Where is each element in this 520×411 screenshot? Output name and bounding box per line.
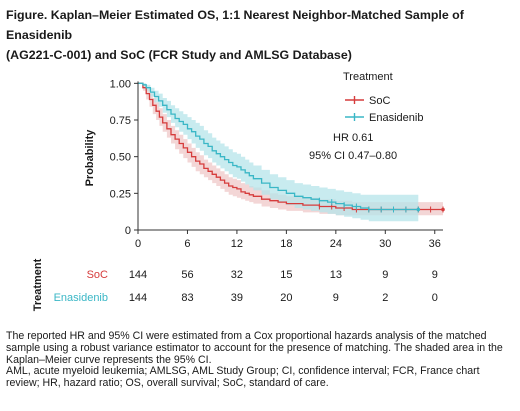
y-tick-label: 0.50: [110, 152, 131, 164]
figure-title-line-2: (AG221-C-001) and SoC (FCR Study and AML…: [6, 48, 352, 62]
km-chart: 0 0.25 0.50 0.75 1.00 0 6 12 18 24 30 36 Probabilit…: [32, 71, 445, 311]
risk-count-enasidenib: 83: [181, 292, 193, 304]
chart-axes: 0 0.25 0.50 0.75 1.00 0 6 12 18 24 30 36: [110, 78, 443, 250]
legend-title: Treatment: [343, 71, 393, 83]
km-curve-soc: [138, 82, 443, 211]
legend-label-enasidenib: Enasidenib: [369, 112, 423, 124]
risk-count-soc: 56: [181, 269, 193, 281]
ci-annotation: 95% CI 0.47–0.80: [309, 150, 397, 162]
confidence-bands: [138, 83, 443, 222]
risk-count-soc: 15: [280, 269, 292, 281]
risk-count-enasidenib: 20: [280, 292, 292, 304]
risk-table-title: Treatment: [32, 258, 44, 311]
risk-count-enasidenib: 9: [333, 292, 339, 304]
risk-count-soc: 13: [330, 269, 342, 281]
footnote-methods: The reported HR and 95% CI were estimate…: [6, 330, 503, 366]
risk-count-soc: 9: [432, 269, 438, 281]
x-tick-label: 36: [429, 238, 441, 250]
y-tick-label: 0: [125, 225, 131, 237]
risk-label-enasidenib: Enasidenib: [54, 292, 108, 304]
ci-band-soc: [138, 83, 443, 216]
y-axis-label: Probability: [84, 129, 96, 187]
y-tick-label: 0.75: [110, 115, 131, 127]
x-tick-label: 0: [135, 238, 141, 250]
curve-end-marker-soc: [441, 207, 445, 212]
x-tick-label: 30: [379, 238, 391, 250]
risk-count-soc: 32: [231, 269, 243, 281]
survival-curves: [138, 82, 445, 213]
risk-count-soc: 9: [382, 269, 388, 281]
figure-footnote: The reported HR and 95% CI were estimate…: [6, 330, 514, 390]
risk-count-enasidenib: 2: [382, 292, 388, 304]
km-curve-enasidenib: [138, 82, 419, 211]
x-tick-label: 12: [231, 238, 243, 250]
chart-legend: Treatment SoC Enasidenib: [343, 71, 423, 124]
x-tick-label: 24: [330, 238, 342, 250]
figure-title-line-1: Figure. Kaplan–Meier Estimated OS, 1:1 N…: [6, 8, 464, 42]
figure-title: Figure. Kaplan–Meier Estimated OS, 1:1 N…: [6, 5, 511, 65]
risk-count-enasidenib: 39: [231, 292, 243, 304]
risk-table: Treatment SoC Enasidenib 144 56 32 15 13 9 9 14…: [32, 258, 438, 311]
x-tick-label: 6: [184, 238, 190, 250]
x-tick-label: 18: [280, 238, 292, 250]
curve-end-marker-enasidenib: [416, 207, 421, 212]
y-tick-label: 1.00: [110, 78, 131, 90]
risk-count-enasidenib: 144: [129, 292, 147, 304]
risk-count-enasidenib: 0: [432, 292, 438, 304]
y-tick-label: 0.25: [110, 188, 131, 200]
footnote-abbreviations: AML, acute myeloid leukemia; AMLSG, AML …: [6, 365, 480, 390]
risk-label-soc: SoC: [87, 269, 108, 281]
hr-annotation: HR 0.61: [333, 132, 373, 144]
risk-count-soc: 144: [129, 269, 147, 281]
legend-label-soc: SoC: [369, 95, 390, 107]
ci-band-enasidenib: [138, 83, 419, 222]
